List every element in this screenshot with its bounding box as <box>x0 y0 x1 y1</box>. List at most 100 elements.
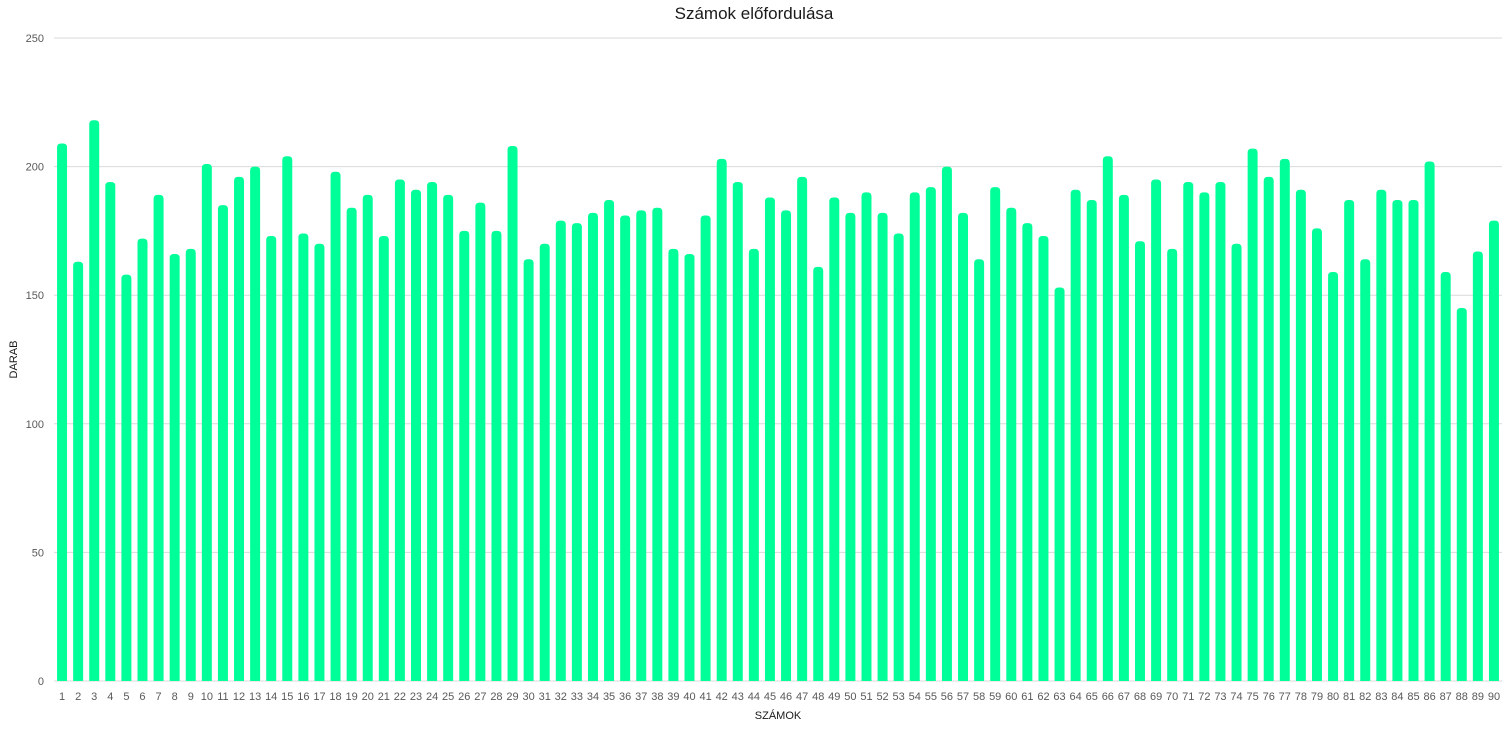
x-tick-label: 86 <box>1423 691 1435 703</box>
bar-35 <box>604 200 615 681</box>
bar-4 <box>105 182 116 682</box>
bar-41 <box>700 215 711 681</box>
y-tick-label: 250 <box>26 33 44 45</box>
bar-19 <box>346 207 357 681</box>
x-tick-label: 2 <box>75 691 81 703</box>
bar-16 <box>298 233 309 682</box>
x-tick-label: 44 <box>748 691 760 703</box>
x-tick-label: 38 <box>651 691 663 703</box>
x-tick-label: 30 <box>522 691 534 703</box>
bar-66 <box>1102 156 1113 681</box>
bar-14 <box>266 236 277 681</box>
bar-45 <box>764 197 775 682</box>
bar-53 <box>893 233 904 682</box>
bar-84 <box>1392 200 1403 681</box>
x-tick-label: 45 <box>764 691 776 703</box>
x-tick-label: 80 <box>1327 691 1339 703</box>
x-tick-label: 39 <box>667 691 679 703</box>
x-tick-label: 18 <box>329 691 341 703</box>
bar-89 <box>1472 251 1483 681</box>
x-tick-label: 42 <box>716 691 728 703</box>
x-tick-label: 73 <box>1214 691 1226 703</box>
bar-31 <box>539 243 550 681</box>
bar-65 <box>1086 200 1097 681</box>
x-tick-label: 75 <box>1246 691 1258 703</box>
x-tick-label: 48 <box>812 691 824 703</box>
bar-72 <box>1199 192 1210 681</box>
x-tick-label: 63 <box>1053 691 1065 703</box>
x-tick-label: 72 <box>1198 691 1210 703</box>
x-tick-label: 29 <box>506 691 518 703</box>
x-tick-label: 54 <box>909 691 921 703</box>
bar-36 <box>620 215 631 681</box>
bar-28 <box>491 230 502 681</box>
bar-3 <box>89 120 100 681</box>
bar-55 <box>925 187 936 681</box>
bar-49 <box>829 197 840 682</box>
bar-39 <box>668 248 679 682</box>
bar-71 <box>1183 182 1194 682</box>
bar-79 <box>1311 228 1322 681</box>
x-tick-label: 26 <box>458 691 470 703</box>
x-tick-label: 9 <box>188 691 194 703</box>
bar-20 <box>362 194 373 681</box>
bar-50 <box>845 212 856 681</box>
bar-43 <box>732 182 743 682</box>
x-tick-label: 17 <box>313 691 325 703</box>
bar-76 <box>1263 176 1274 681</box>
bar-58 <box>974 259 985 681</box>
x-tick-label: 47 <box>796 691 808 703</box>
bar-81 <box>1344 200 1355 681</box>
x-tick-label: 25 <box>442 691 454 703</box>
bar-75 <box>1247 148 1258 681</box>
x-tick-label: 46 <box>780 691 792 703</box>
x-tick-label: 71 <box>1182 691 1194 703</box>
y-tick-label: 200 <box>26 162 44 174</box>
x-tick-label: 89 <box>1472 691 1484 703</box>
x-tick-label: 56 <box>941 691 953 703</box>
x-tick-label: 50 <box>844 691 856 703</box>
x-tick-label: 83 <box>1375 691 1387 703</box>
bar-90 <box>1488 220 1499 681</box>
x-axis-title: SZÁMOK <box>755 709 802 722</box>
bar-78 <box>1295 189 1306 682</box>
y-tick-label: 0 <box>38 676 44 688</box>
bar-62 <box>1038 236 1049 681</box>
bar-42 <box>716 158 727 681</box>
bar-33 <box>571 223 582 681</box>
bar-23 <box>411 189 421 682</box>
x-tick-label: 16 <box>297 691 309 703</box>
y-axis-title: DARAB <box>8 341 20 379</box>
bar-69 <box>1151 179 1162 681</box>
x-tick-label: 88 <box>1456 691 1468 703</box>
bar-22 <box>394 179 405 681</box>
bar-85 <box>1408 200 1419 681</box>
bar-82 <box>1360 259 1371 681</box>
x-tick-label: 68 <box>1134 691 1146 703</box>
y-tick-labels: 0 50 100 150 200 250 <box>26 33 44 688</box>
x-tick-label: 57 <box>957 691 969 703</box>
x-tick-label: 3 <box>91 691 97 703</box>
bar-47 <box>797 176 808 681</box>
bar-80 <box>1328 272 1339 681</box>
bar-12 <box>234 176 245 681</box>
x-tick-label: 62 <box>1037 691 1049 703</box>
bar-59 <box>990 187 1001 681</box>
x-tick-label: 35 <box>603 691 615 703</box>
bar-46 <box>781 210 792 681</box>
bar-27 <box>475 202 486 681</box>
x-tick-label: 70 <box>1166 691 1178 703</box>
chart-title: Számok előfordulása <box>674 4 834 23</box>
bar-34 <box>587 212 598 681</box>
bar-15 <box>282 156 293 681</box>
bar-8 <box>169 254 180 681</box>
x-tick-label: 65 <box>1086 691 1098 703</box>
x-tick-label: 10 <box>201 691 213 703</box>
bar-21 <box>378 236 389 681</box>
bar-48 <box>813 266 824 681</box>
x-tick-label: 32 <box>555 691 567 703</box>
x-tick-label: 8 <box>172 691 178 703</box>
x-tick-label: 74 <box>1230 691 1242 703</box>
x-tick-label: 81 <box>1343 691 1355 703</box>
x-tick-label: 76 <box>1263 691 1275 703</box>
